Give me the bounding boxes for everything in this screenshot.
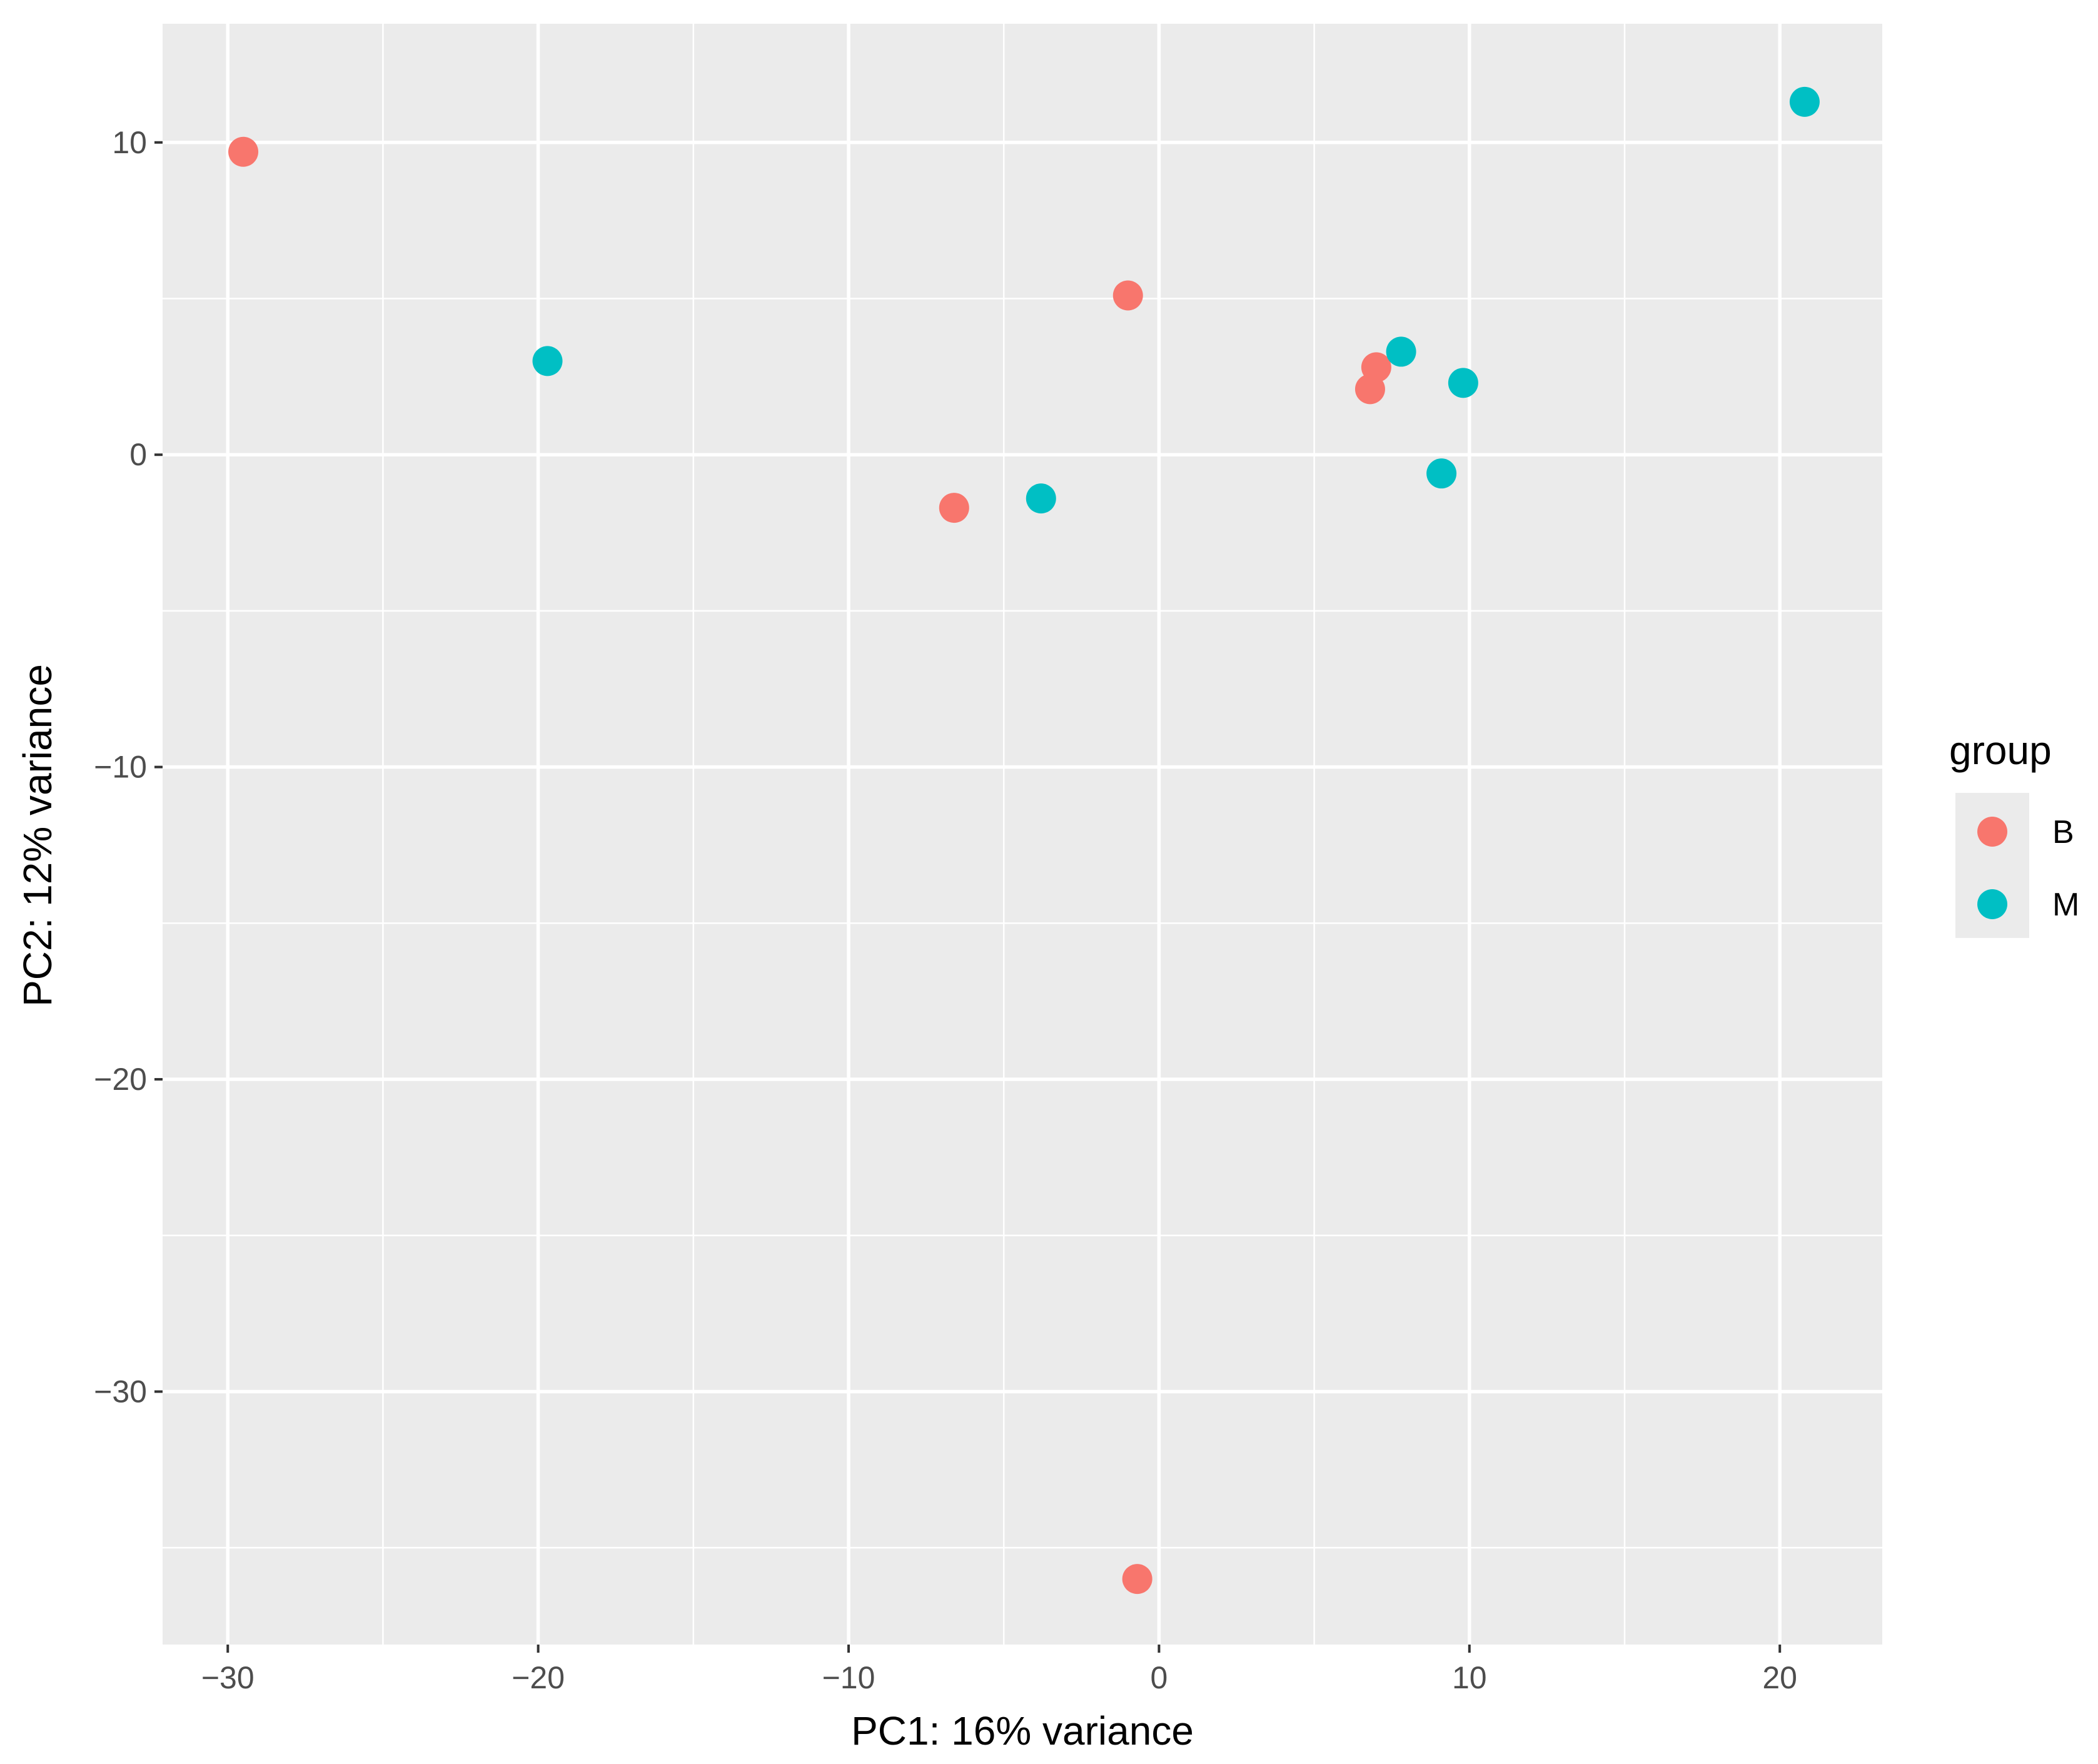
legend-key-m	[1977, 889, 2007, 919]
data-point-b	[1122, 1564, 1152, 1595]
x-tick-label: 10	[1452, 1660, 1487, 1695]
y-axis: 10 0 −10 −20 −30	[94, 125, 163, 1409]
x-tick-label: 20	[1762, 1660, 1797, 1695]
y-tick-label: −10	[94, 750, 147, 785]
legend: group B M	[1949, 728, 2079, 938]
data-point-b	[939, 493, 969, 523]
legend-label-m: M	[2052, 887, 2079, 923]
y-tick-label: −30	[94, 1374, 147, 1409]
y-axis-title: PC2: 12% variance	[15, 664, 60, 1007]
x-axis-title: PC1: 16% variance	[851, 1708, 1194, 1753]
y-tick-label: −20	[94, 1062, 147, 1097]
data-point-b	[228, 136, 259, 167]
x-tick-label: 0	[1151, 1660, 1168, 1695]
legend-key-b	[1977, 817, 2007, 847]
major-grid	[163, 24, 1882, 1645]
legend-title: group	[1949, 728, 2052, 773]
data-point-m	[1448, 368, 1478, 398]
legend-label-b: B	[2052, 814, 2074, 850]
data-point-m	[1386, 336, 1416, 367]
x-tick-label: −10	[822, 1660, 875, 1695]
minor-grid	[163, 24, 1882, 1645]
data-point-m	[1026, 483, 1056, 514]
data-point-b	[1112, 280, 1143, 311]
data-points	[228, 86, 1820, 1595]
x-tick-label: −20	[512, 1660, 565, 1695]
panel-background	[163, 24, 1882, 1645]
data-point-m	[1426, 458, 1457, 489]
data-point-b	[1354, 374, 1385, 405]
x-tick-label: −30	[201, 1660, 255, 1695]
y-tick-label: 10	[112, 125, 147, 160]
data-point-m	[532, 346, 563, 376]
x-axis: −30 −20 −10 0 10 20	[201, 1645, 1797, 1695]
y-tick-label: 0	[129, 437, 147, 472]
data-point-m	[1789, 86, 1820, 117]
